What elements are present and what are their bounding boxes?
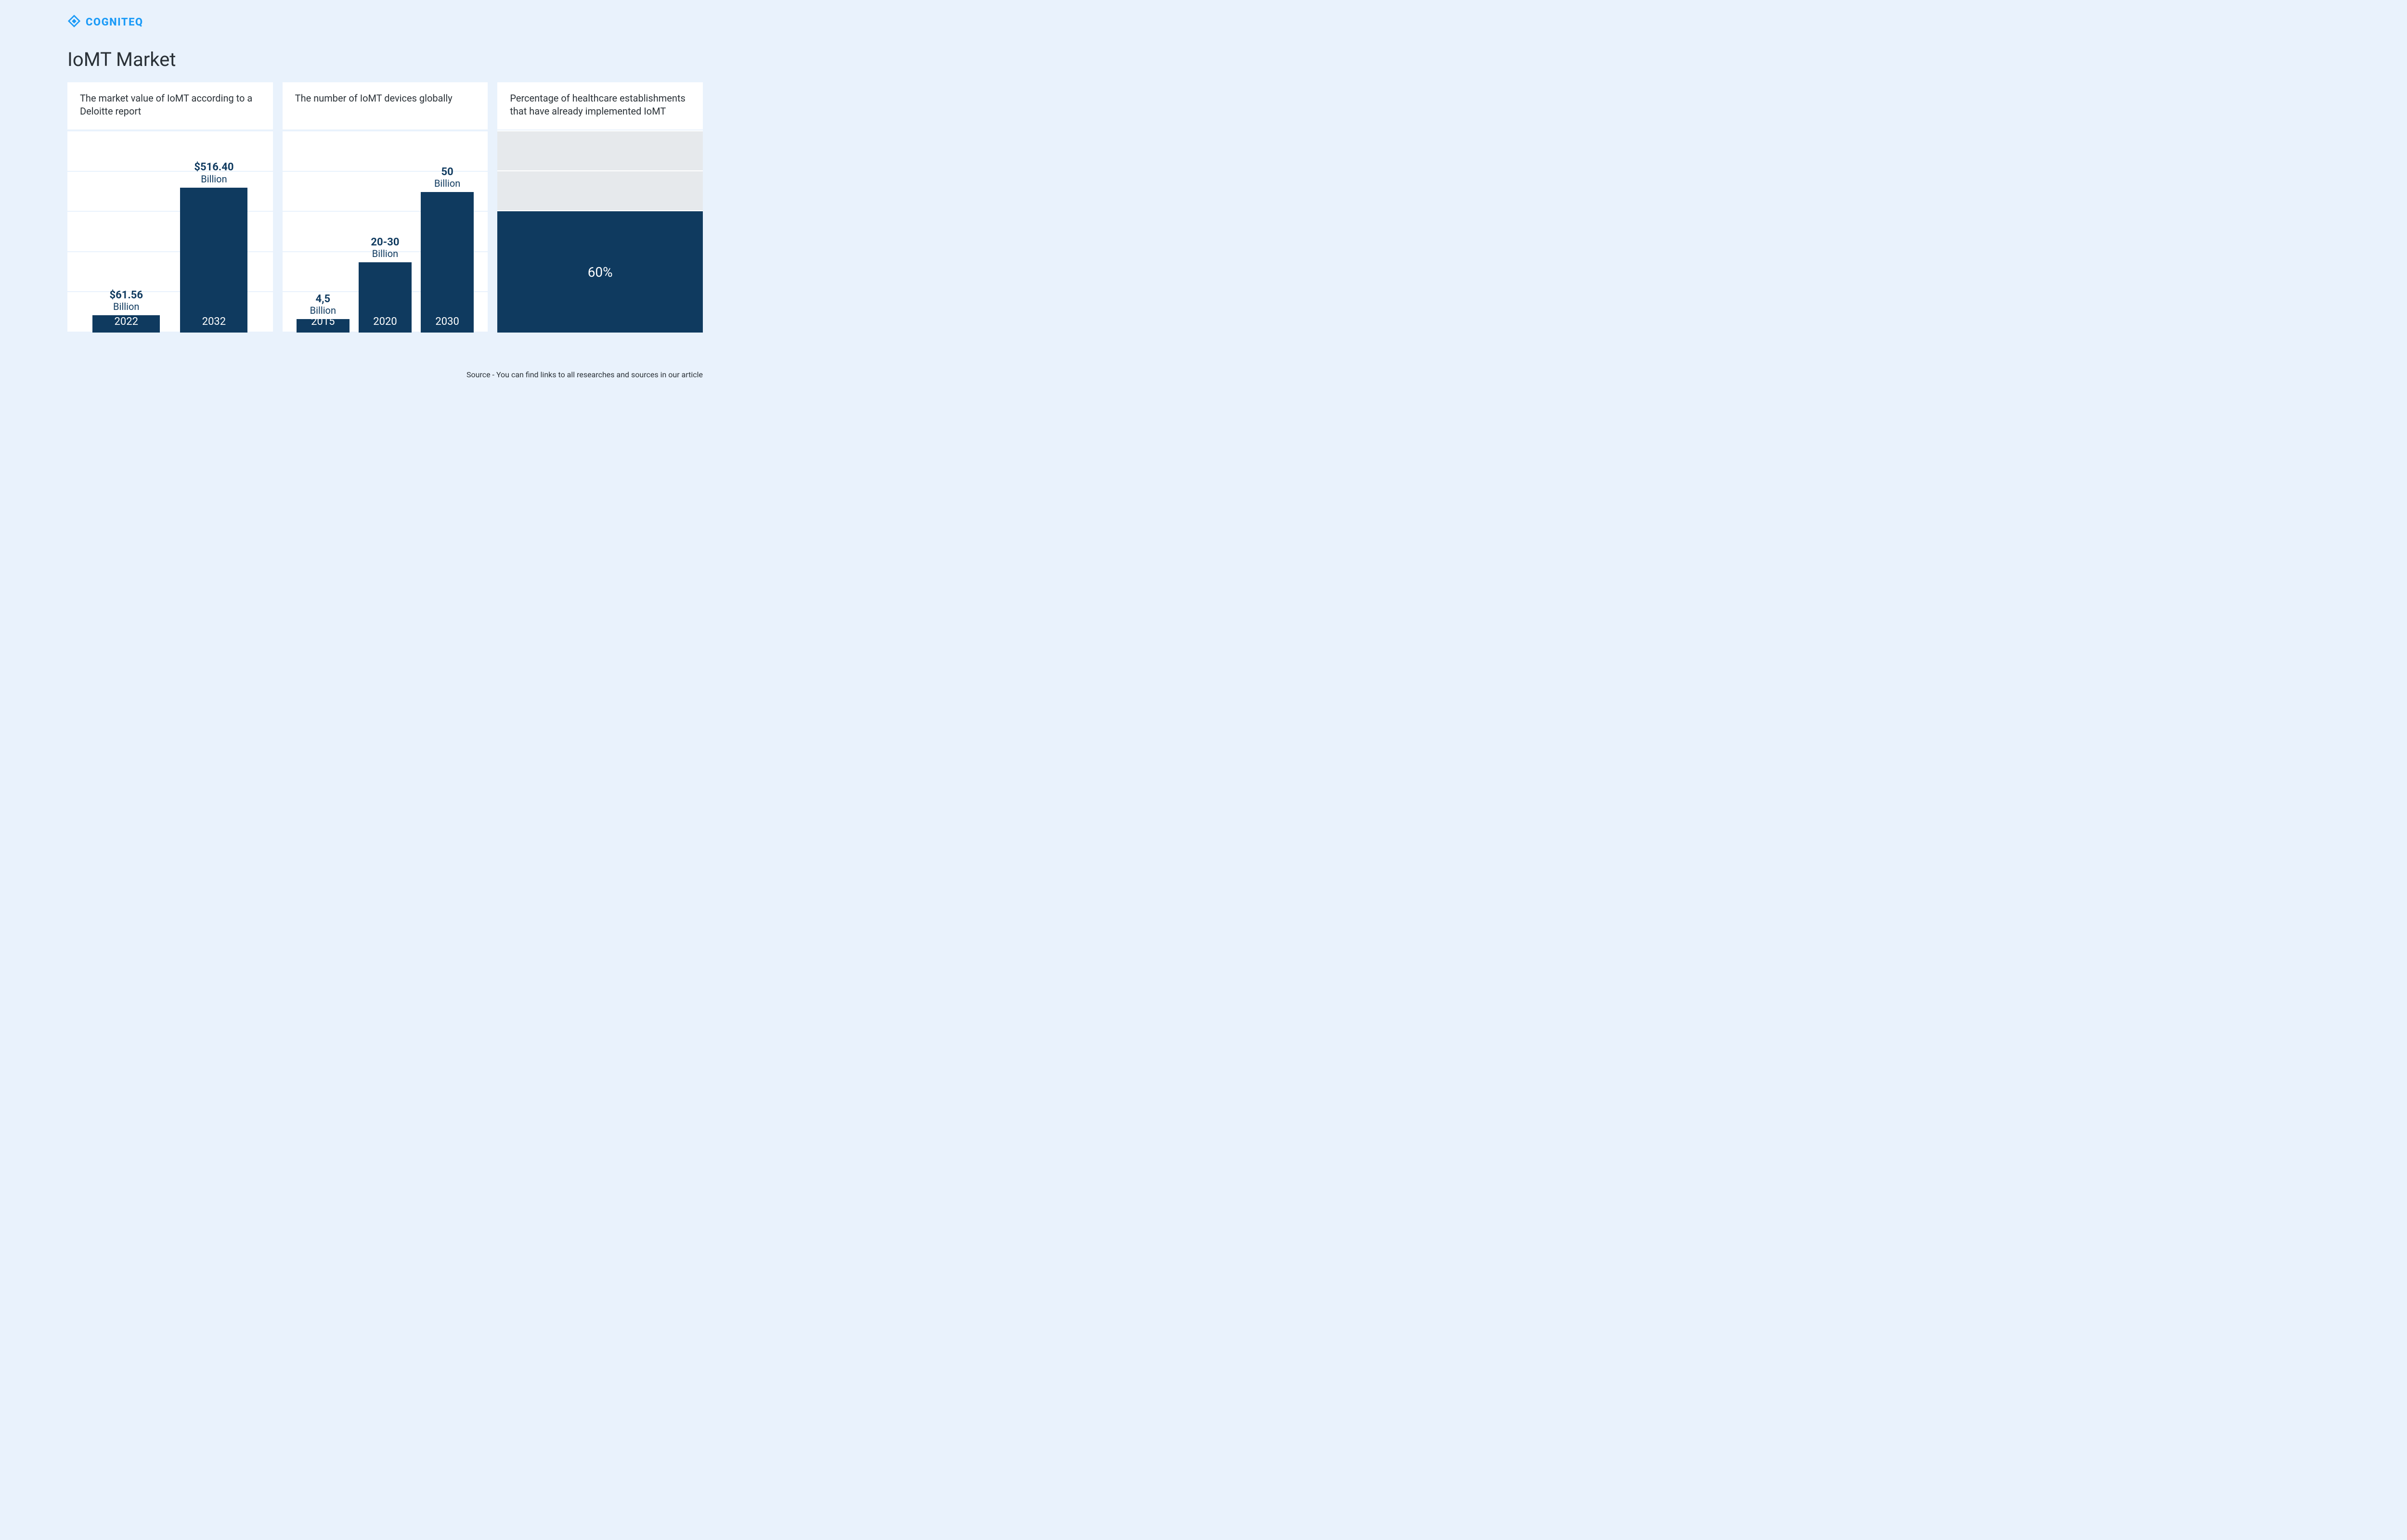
bar-unit: Billion xyxy=(194,174,233,185)
bar: 2015 xyxy=(297,319,349,333)
card-market-value: The market value of IoMT according to a … xyxy=(67,82,273,333)
bar: 2022 xyxy=(92,315,160,333)
bar-value-label: 20-30Billion xyxy=(371,236,399,259)
cards-row: The market value of IoMT according to a … xyxy=(67,82,703,333)
percent-empty-region xyxy=(497,130,703,211)
bar-value-label: 4,5Billion xyxy=(310,293,336,316)
bar-x-label: 2030 xyxy=(435,316,459,328)
bar-column: 4,5Billion2015 xyxy=(297,130,349,333)
card-header-text: The number of IoMT devices globally xyxy=(295,92,453,105)
percent-gridlines xyxy=(497,130,703,211)
bar: 2030 xyxy=(421,192,474,333)
bar-unit: Billion xyxy=(109,301,143,312)
card-adoption-pct: Percentage of healthcare establishments … xyxy=(497,82,703,333)
gridline xyxy=(497,130,703,131)
card-header: Percentage of healthcare establishments … xyxy=(497,82,703,130)
bar-value: 20-30 xyxy=(371,236,399,248)
bar-x-label: 2015 xyxy=(311,316,335,328)
bar-value: $61.56 xyxy=(109,289,143,301)
bar-column: $61.56Billion 2022 xyxy=(92,130,160,333)
bar-chart-market-value: $61.56Billion2022$516.40Billion2032 xyxy=(67,130,273,333)
brand-icon xyxy=(67,14,81,30)
chart-bars: $61.56Billion2022$516.40Billion2032 xyxy=(67,130,273,333)
card-header-text: The market value of IoMT according to a … xyxy=(80,92,260,118)
bar-chart-device-count: 4,5Billion201520-30Billion202050Billion2… xyxy=(283,130,488,333)
bar-unit: Billion xyxy=(310,305,336,316)
bar-value: $516.40 xyxy=(194,161,233,173)
chart-bars: 4,5Billion201520-30Billion202050Billion2… xyxy=(283,130,488,333)
source-note: Source - You can find links to all resea… xyxy=(466,370,703,379)
card-header-text: Percentage of healthcare establishments … xyxy=(510,92,690,118)
bar-value: 50 xyxy=(434,166,460,178)
bar-x-label: 2032 xyxy=(202,316,226,328)
bar-x-label: 2020 xyxy=(373,316,397,328)
page-title: IoMT Market xyxy=(67,48,703,71)
brand-logo: COGNITEQ xyxy=(67,14,703,30)
bar-column: 20-30Billion 2020 xyxy=(359,130,412,333)
card-device-count: The number of IoMT devices globally 4,5B… xyxy=(283,82,488,333)
bar-value-label: 50Billion xyxy=(434,166,460,189)
gridline xyxy=(497,170,703,171)
card-header: The market value of IoMT according to a … xyxy=(67,82,273,130)
bar-value-label: $516.40Billion xyxy=(194,161,233,184)
brand-name: COGNITEQ xyxy=(86,16,143,28)
bar-value: 4,5 xyxy=(310,293,336,305)
bar-column: $516.40Billion 2032 xyxy=(180,130,247,333)
bar-value-label: $61.56Billion xyxy=(109,289,143,312)
bar-x-label: 2022 xyxy=(114,316,138,328)
percent-label: 60% xyxy=(588,264,613,280)
gridline xyxy=(497,210,703,211)
bar: 2020 xyxy=(359,262,412,333)
bar-unit: Billion xyxy=(371,248,399,259)
percent-filled-region: 60% xyxy=(497,211,703,333)
bar-unit: Billion xyxy=(434,178,460,189)
bar: 2032 xyxy=(180,188,247,333)
card-header: The number of IoMT devices globally xyxy=(283,82,488,130)
percent-fill-chart: 60% xyxy=(497,130,703,333)
bar-column: 50Billion 2030 xyxy=(421,130,474,333)
